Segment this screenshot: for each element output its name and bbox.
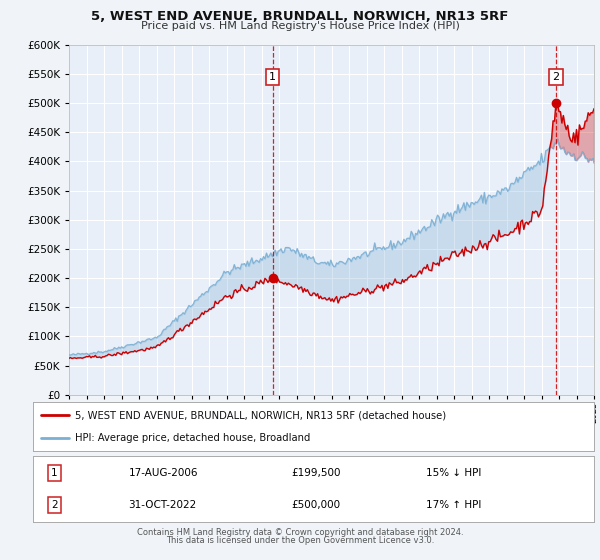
Text: £500,000: £500,000 [291,500,340,510]
Text: 2: 2 [553,72,560,82]
Text: Contains HM Land Registry data © Crown copyright and database right 2024.: Contains HM Land Registry data © Crown c… [137,528,463,536]
Text: 15% ↓ HPI: 15% ↓ HPI [426,468,481,478]
Text: 5, WEST END AVENUE, BRUNDALL, NORWICH, NR13 5RF (detached house): 5, WEST END AVENUE, BRUNDALL, NORWICH, N… [75,410,446,421]
Text: 17-AUG-2006: 17-AUG-2006 [128,468,198,478]
Text: £199,500: £199,500 [291,468,341,478]
Text: 17% ↑ HPI: 17% ↑ HPI [426,500,481,510]
Text: This data is licensed under the Open Government Licence v3.0.: This data is licensed under the Open Gov… [166,536,434,545]
Text: 2: 2 [51,500,58,510]
Text: 31-OCT-2022: 31-OCT-2022 [128,500,197,510]
Text: 1: 1 [51,468,58,478]
Text: Price paid vs. HM Land Registry's House Price Index (HPI): Price paid vs. HM Land Registry's House … [140,21,460,31]
Text: HPI: Average price, detached house, Broadland: HPI: Average price, detached house, Broa… [75,433,310,443]
Text: 5, WEST END AVENUE, BRUNDALL, NORWICH, NR13 5RF: 5, WEST END AVENUE, BRUNDALL, NORWICH, N… [91,10,509,23]
Text: 1: 1 [269,72,276,82]
